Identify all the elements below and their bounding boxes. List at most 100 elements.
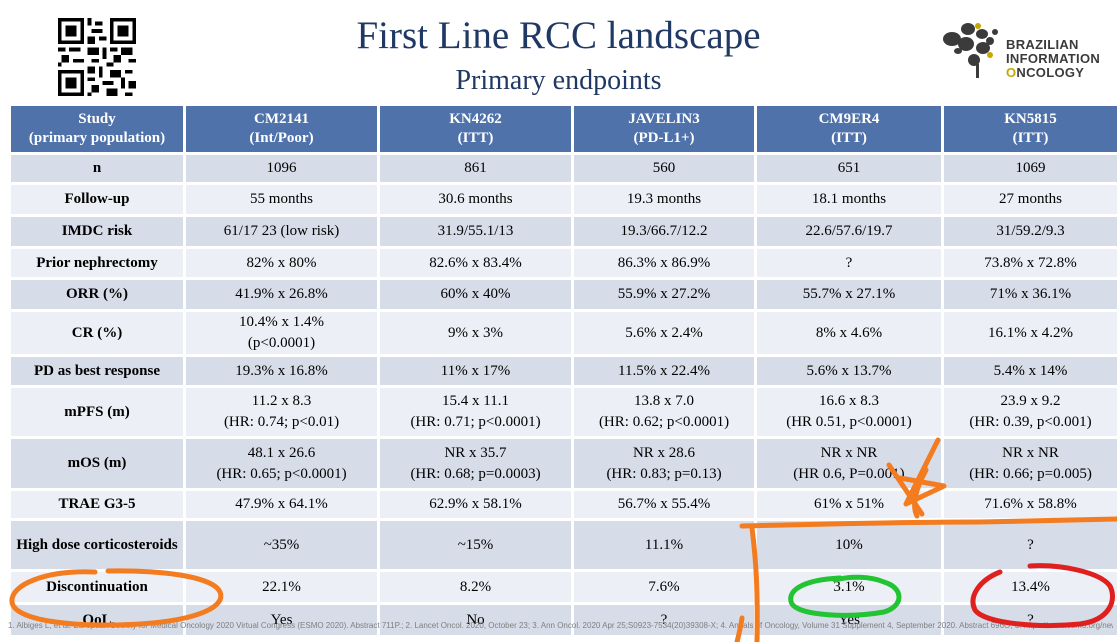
table-cell: 11% x 17% bbox=[380, 357, 571, 385]
cell-line: (HR: 0.65; p<0.0001) bbox=[216, 465, 347, 482]
table-cell: 71% x 36.1% bbox=[944, 280, 1117, 309]
cell-line: 3.1% bbox=[833, 578, 865, 595]
cell-line: 8.2% bbox=[459, 578, 492, 595]
header-trial-2: KN4262 (ITT) bbox=[380, 106, 571, 152]
table-cell: 22.1% bbox=[186, 572, 377, 602]
cell-line: 11% x 17% bbox=[440, 362, 511, 379]
cell-line: 16.6 x 8.3 bbox=[819, 393, 879, 409]
table-cell: 82% x 80% bbox=[186, 249, 377, 277]
row-label: TRAE G3-5 bbox=[11, 491, 183, 518]
cell-line: 11.2 x 8.3 bbox=[251, 393, 312, 409]
table-row: mOS (m) 48.1 x 26.6 (HR: 0.65; p<0.0001) NR… bbox=[11, 439, 1117, 488]
cell-line: 11.5% x 22.4% bbox=[618, 362, 710, 379]
table-cell: 5.6% x 13.7% bbox=[757, 357, 941, 385]
cell-line: 13.8 x 7.0 bbox=[634, 393, 694, 409]
qr-code bbox=[58, 18, 136, 96]
cell-line: (HR: 0.83; p=0.13) bbox=[606, 465, 722, 482]
cell-line: (HR: 0.62; p<0.0001) bbox=[598, 414, 730, 430]
header-line: KN4262 bbox=[449, 111, 502, 127]
table-cell: 15.4 x 11.1 (HR: 0.71; p<0.0001) bbox=[380, 388, 571, 436]
header-line: CM9ER4 bbox=[818, 111, 880, 127]
cell-line: 41.9% x 26.8% bbox=[235, 286, 328, 302]
cell-line: 86.3% x 86.9% bbox=[617, 254, 711, 271]
cell-line: ? bbox=[660, 611, 668, 628]
slide-title: First Line RCC landscape bbox=[356, 14, 761, 57]
cell-line: 861 bbox=[464, 160, 487, 176]
table-cell: 27 months bbox=[944, 185, 1117, 214]
cell-line: 13.4% bbox=[1011, 578, 1050, 595]
row-label: Follow-up bbox=[11, 185, 183, 214]
cell-line: 19.3% x 16.8% bbox=[235, 362, 328, 379]
cell-line: 82.6% x 83.4% bbox=[429, 254, 522, 271]
cell-line: 55 months bbox=[250, 191, 313, 207]
cell-line: 16.1% x 4.2% bbox=[988, 324, 1073, 341]
table-cell: ? bbox=[574, 605, 754, 635]
cell-line: (HR: 0.39, p<0.001) bbox=[969, 414, 1092, 430]
header-trial-4: CM9ER4 (ITT) bbox=[757, 106, 941, 152]
table-cell: ~35% bbox=[186, 521, 377, 569]
table-row: CR (%) 10.4% x 1.4% (p<0.0001) 9% x 3% 5.6% … bbox=[11, 312, 1117, 354]
header-line: KN5815 bbox=[1004, 111, 1057, 127]
table-row: mPFS (m) 11.2 x 8.3 (HR: 0.74; p<0.01) 15.4… bbox=[11, 388, 1117, 436]
cell-line: 27 months bbox=[999, 191, 1062, 207]
row-label: High dose corticosteroids bbox=[11, 521, 183, 569]
cell-line: 61% x 51% bbox=[814, 496, 884, 512]
table-cell: 560 bbox=[574, 155, 754, 182]
table-cell: 31.9/55.1/13 bbox=[380, 217, 571, 246]
table-cell: 9% x 3% bbox=[380, 312, 571, 354]
table-cell: 13.4% bbox=[944, 572, 1117, 602]
logo-line-2: INFORMATION bbox=[1006, 51, 1101, 66]
footer-references: 1. Albiges L, et al. European Society fo… bbox=[8, 621, 1113, 630]
table-cell: 1069 bbox=[944, 155, 1117, 182]
table-row: Follow-up 55 months 30.6 months 19.3 months… bbox=[11, 185, 1117, 214]
cell-line: 22.6/57.6/19.7 bbox=[805, 223, 893, 239]
cell-line: 56.7% x 55.4% bbox=[617, 496, 711, 512]
cell-line: 1069 bbox=[1015, 160, 1046, 176]
cell-line: 651 bbox=[837, 160, 861, 176]
row-label: mPFS (m) bbox=[11, 388, 183, 436]
logo-mark-icon bbox=[943, 23, 998, 78]
header-line: (ITT) bbox=[831, 130, 867, 146]
cell-line: (HR 0.51, p<0.0001) bbox=[786, 414, 912, 430]
brazilian-information-oncology-logo: BRAZILIAN INFORMATION ONCOLOGY bbox=[938, 18, 1117, 84]
table-row: Discontinuation 22.1% 8.2% 7.6% 3.1% 13.4% bbox=[11, 572, 1117, 602]
table-cell: 13.8 x 7.0 (HR: 0.62; p<0.0001) bbox=[574, 388, 754, 436]
table-cell: 41.9% x 26.8% bbox=[186, 280, 377, 309]
header-trial-3: JAVELIN3 (PD-L1+) bbox=[574, 106, 754, 152]
table-header-row: Study (primary population) CM2141 (Int/Poor… bbox=[11, 106, 1117, 152]
cell-line: 9% x 3% bbox=[448, 324, 503, 341]
table-cell: 19.3% x 16.8% bbox=[186, 357, 377, 385]
header-line: (ITT) bbox=[457, 130, 494, 146]
header-line: (primary population) bbox=[28, 130, 166, 146]
table-cell: 71.6% x 58.8% bbox=[944, 491, 1117, 518]
cell-line: 10.4% x 1.4% bbox=[239, 314, 324, 330]
cell-line: 31/59.2/9.3 bbox=[996, 223, 1065, 239]
table-cell: 47.9% x 64.1% bbox=[186, 491, 377, 518]
table-cell: 5.4% x 14% bbox=[944, 357, 1117, 385]
header-line: JAVELIN3 bbox=[628, 111, 700, 127]
cell-line: ~35% bbox=[263, 536, 300, 553]
table-row: IMDC risk 61/17 23 (low risk) 31.9/55.1/13… bbox=[11, 217, 1117, 246]
cell-line: 11.1% bbox=[644, 536, 684, 553]
cell-line: 5.6% x 2.4% bbox=[625, 324, 703, 341]
header-trial-1: CM2141 (Int/Poor) bbox=[186, 106, 377, 152]
table-cell: 23.9 x 9.2 (HR: 0.39, p<0.001) bbox=[944, 388, 1117, 436]
cell-line: 31.9/55.1/13 bbox=[437, 223, 514, 239]
header-study: Study (primary population) bbox=[11, 106, 183, 152]
table-cell: 19.3 months bbox=[574, 185, 754, 214]
table-cell: 10% bbox=[757, 521, 941, 569]
cell-line: 55.9% x 27.2% bbox=[617, 286, 711, 302]
table-cell: 8% x 4.6% bbox=[757, 312, 941, 354]
cell-line: (HR: 0.71; p<0.0001) bbox=[410, 414, 541, 430]
table-cell: ? bbox=[757, 249, 941, 277]
cell-line: (p<0.0001) bbox=[247, 335, 316, 351]
header-trial-5: KN5815 (ITT) bbox=[944, 106, 1117, 152]
cell-line: 61/17 23 (low risk) bbox=[223, 223, 340, 239]
cell-line: 30.6 months bbox=[438, 191, 513, 207]
cell-line: No bbox=[466, 611, 485, 628]
table-body: n 1096 861 560 651 1069 Follow-up 55 months 30.6… bbox=[11, 155, 1117, 635]
table-cell: 10.4% x 1.4% (p<0.0001) bbox=[186, 312, 377, 354]
table-row: High dose corticosteroids ~35% ~15% 11.1% 10… bbox=[11, 521, 1117, 569]
rcc-trials-table: Study (primary population) CM2141 (Int/Poor… bbox=[8, 103, 1117, 638]
table-cell: 861 bbox=[380, 155, 571, 182]
